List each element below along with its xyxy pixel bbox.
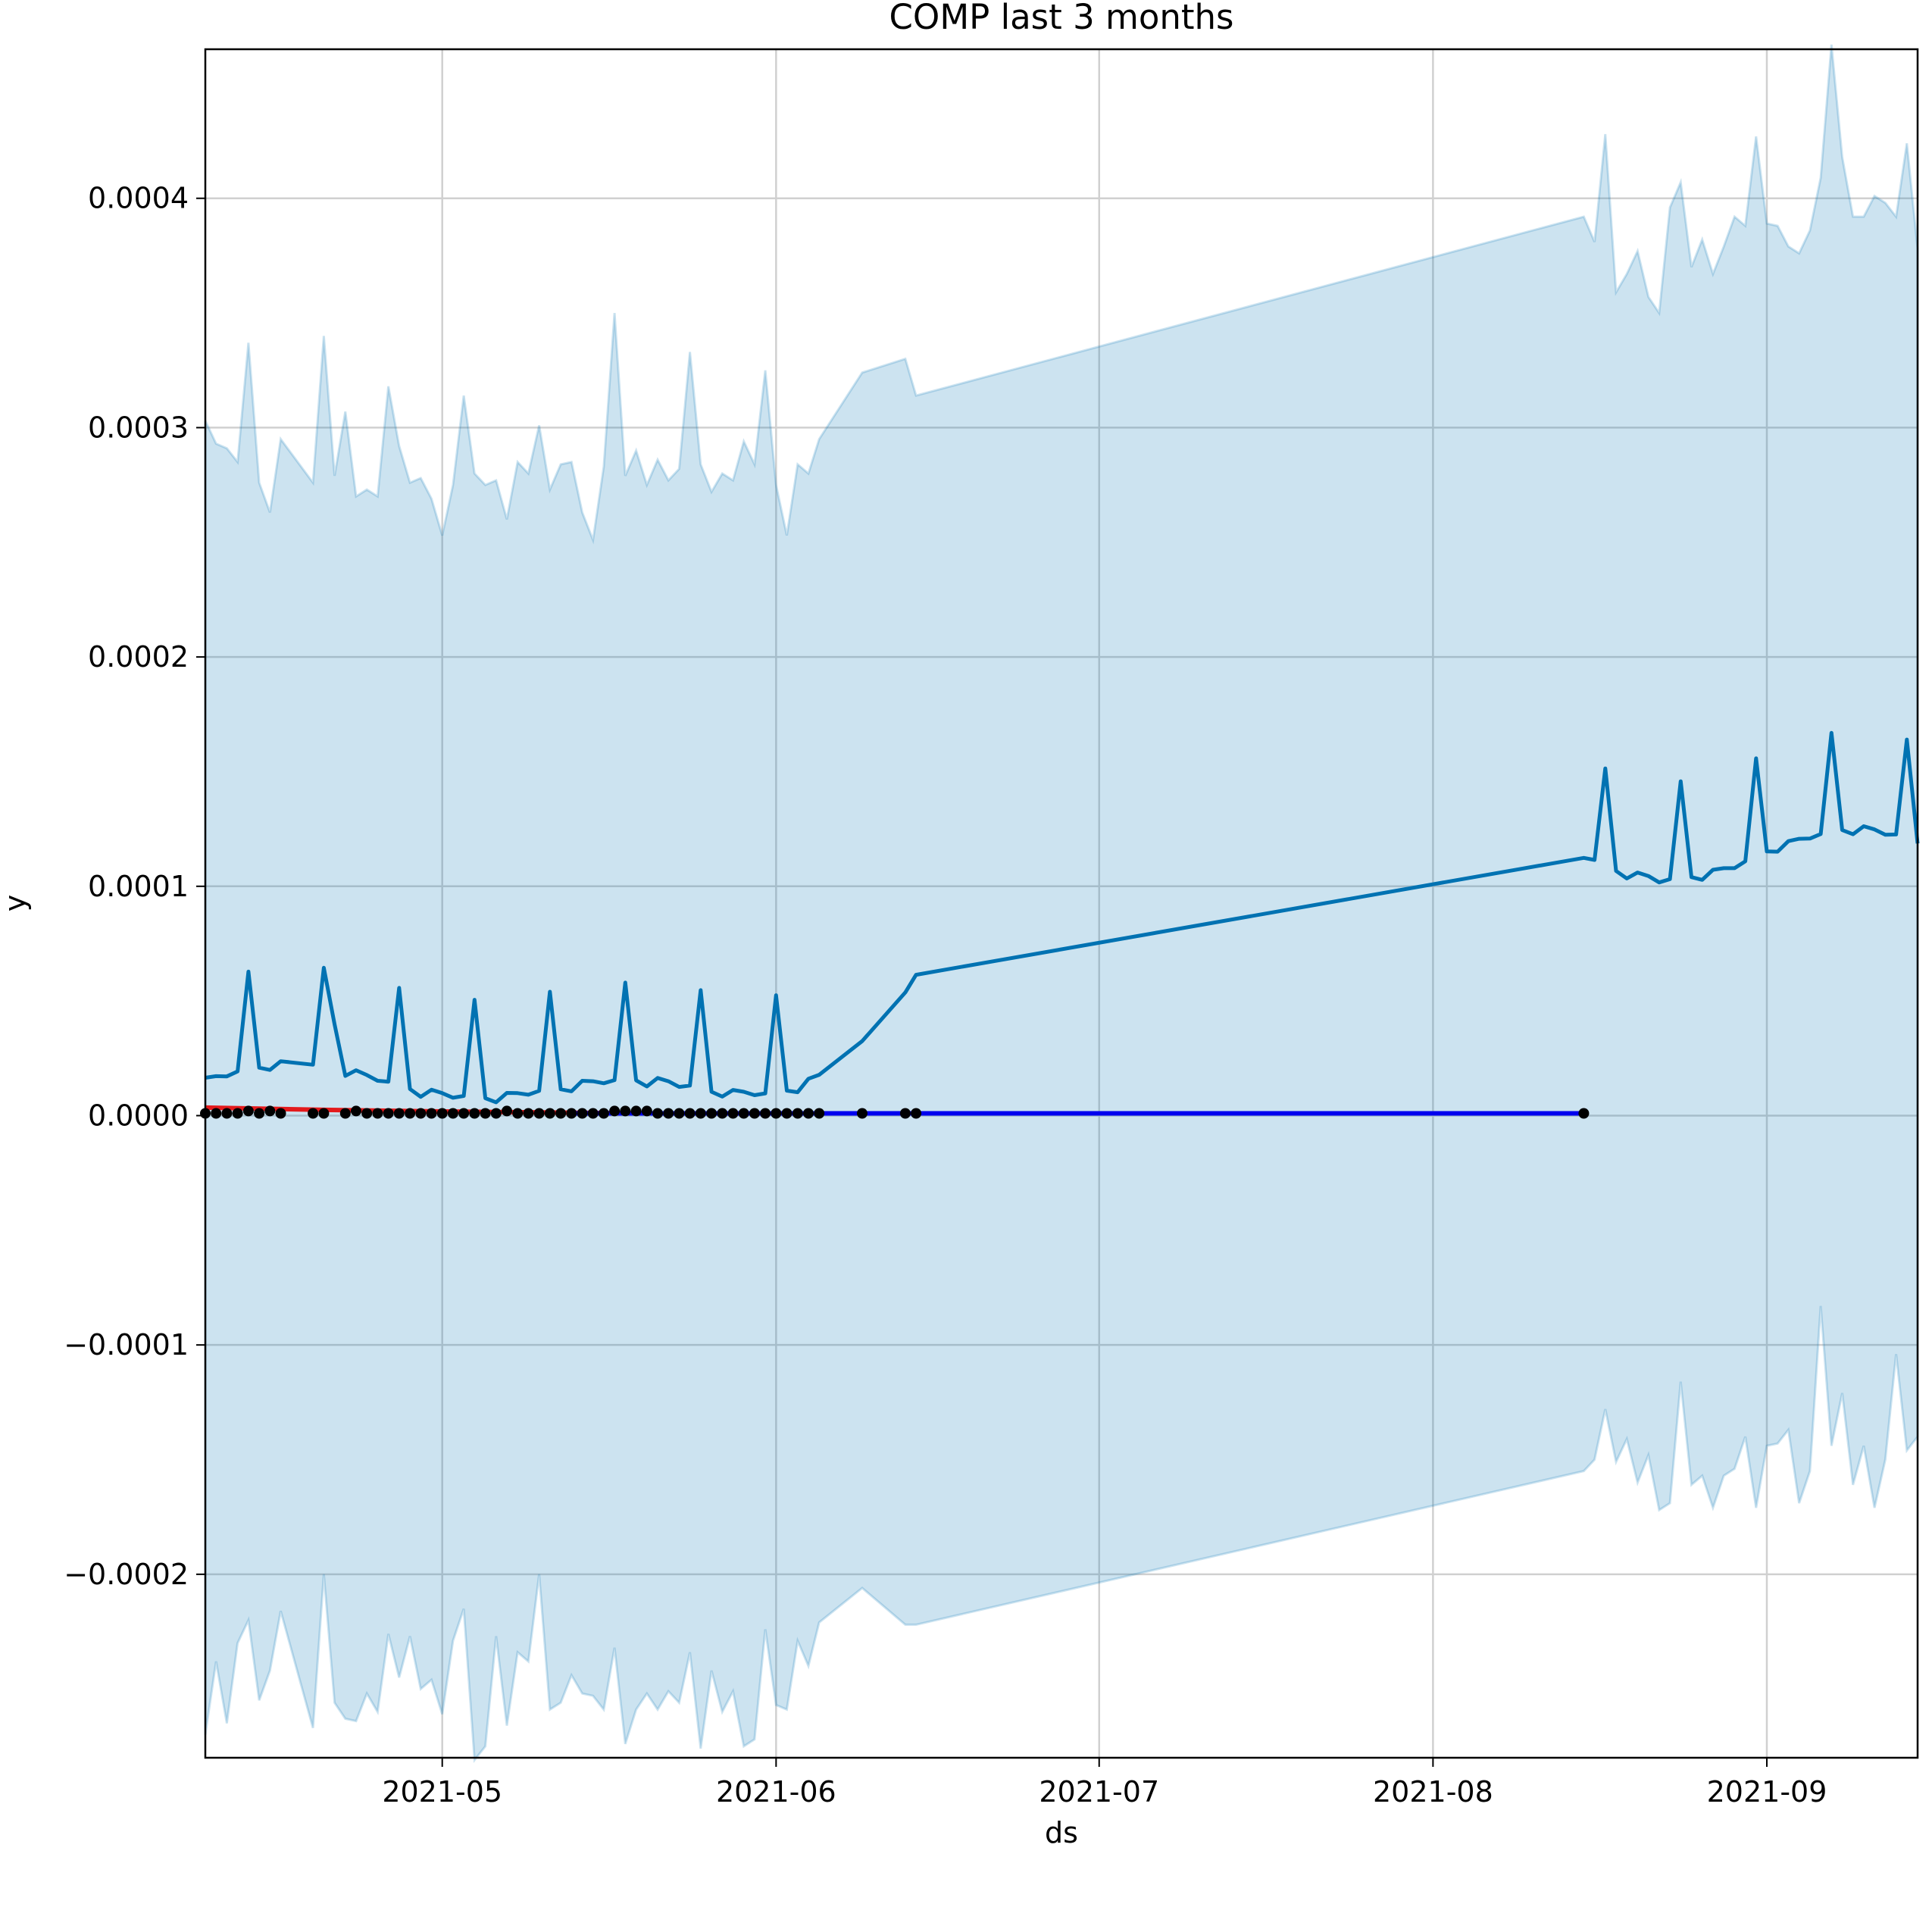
observed-point [480, 1108, 491, 1119]
x-axis-title: ds [1045, 1816, 1078, 1849]
y-tick-label: −0.0002 [64, 1558, 189, 1591]
y-axis-ticks: −0.0002 −0.0001 0.0000 0.0001 0.0002 0.0003 0.… [64, 182, 205, 1591]
observed-point [361, 1108, 373, 1119]
observed-point [415, 1108, 427, 1119]
observed-point [814, 1108, 825, 1119]
observed-point [351, 1105, 361, 1117]
y-tick-label: 0.0004 [88, 182, 189, 215]
x-tick-label: 2021-09 [1707, 1775, 1827, 1809]
observed-point [372, 1108, 383, 1119]
observed-point [405, 1108, 416, 1119]
observed-point [393, 1108, 405, 1119]
observed-point [383, 1108, 394, 1119]
x-tick-label: 2021-06 [716, 1775, 836, 1809]
uncertainty-band-layer [204, 44, 1919, 1763]
observed-point [1578, 1108, 1590, 1119]
observed-point [469, 1108, 480, 1119]
chart-title: COMP last 3 months [889, 0, 1233, 37]
observed-point [727, 1108, 739, 1119]
observed-point [771, 1108, 782, 1119]
observed-point [211, 1108, 222, 1119]
observed-point [242, 1105, 254, 1117]
grid-lines [205, 49, 1918, 1758]
y-tick-label: 0.0001 [88, 870, 189, 903]
observed-point [533, 1108, 545, 1119]
y-tick-label: 0.0000 [88, 1099, 189, 1132]
x-tick-label: 2021-08 [1373, 1775, 1493, 1809]
x-tick-label: 2021-05 [382, 1775, 502, 1809]
observed-point [512, 1108, 524, 1119]
observed-point [598, 1108, 609, 1119]
observed-points-layer [200, 1105, 1590, 1119]
observed-point [577, 1108, 588, 1119]
observed-point [684, 1108, 696, 1119]
x-tick-label: 2021-07 [1039, 1775, 1159, 1809]
y-tick-label: 0.0002 [88, 640, 189, 674]
observed-point [738, 1108, 749, 1119]
forecast-line [205, 730, 1920, 1105]
observed-point [254, 1108, 265, 1119]
observed-point [458, 1108, 470, 1119]
observed-point [436, 1108, 448, 1119]
observed-point [339, 1108, 351, 1119]
observed-point [706, 1108, 717, 1119]
observed-point [641, 1105, 652, 1117]
observed-point [566, 1108, 577, 1119]
observed-point [760, 1108, 771, 1119]
observed-point [674, 1108, 685, 1119]
observed-point [232, 1108, 243, 1119]
observed-point [857, 1108, 868, 1119]
observed-point [695, 1108, 706, 1119]
observed-point [502, 1105, 512, 1117]
plot-frame [204, 48, 1919, 1759]
observed-point [544, 1108, 555, 1119]
observed-point [899, 1108, 911, 1119]
observed-point [221, 1108, 233, 1119]
observed-point [663, 1108, 674, 1119]
observed-point [308, 1108, 319, 1119]
y-tick-label: 0.0003 [88, 411, 189, 444]
observed-point [555, 1108, 567, 1119]
observed-point [490, 1108, 502, 1119]
observed-point [609, 1105, 621, 1117]
observed-point [264, 1105, 276, 1117]
observed-point [426, 1108, 437, 1119]
observed-point [781, 1108, 792, 1119]
uncertainty-band [204, 44, 1919, 1763]
observed-point [587, 1108, 599, 1119]
observed-point [749, 1108, 760, 1119]
x-axis-ticks: 2021-05 2021-06 2021-07 2021-08 2021-09 [382, 1758, 1827, 1809]
y-axis-title: y [0, 895, 32, 912]
observed-point [792, 1108, 803, 1119]
observed-point [630, 1105, 642, 1117]
observed-point [620, 1105, 631, 1117]
observed-point [447, 1108, 458, 1119]
observed-point [803, 1108, 814, 1119]
observed-point [523, 1108, 534, 1119]
observed-point [318, 1108, 330, 1119]
observed-point [911, 1108, 922, 1119]
y-tick-label: −0.0001 [64, 1328, 189, 1361]
observed-point [717, 1108, 728, 1119]
observed-point [652, 1108, 663, 1119]
observed-point [275, 1108, 286, 1119]
